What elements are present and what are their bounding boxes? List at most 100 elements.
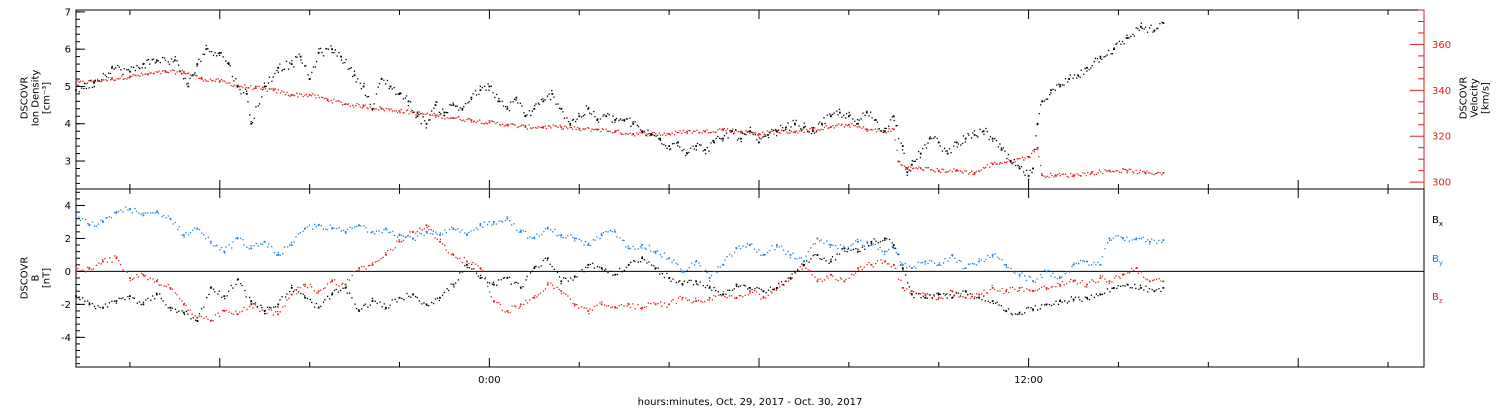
bz-point: [277, 310, 279, 313]
by-point: [370, 232, 372, 234]
velocity-point: [359, 106, 361, 108]
velocity-point: [841, 123, 843, 125]
bz-point: [585, 307, 588, 309]
velocity-point: [470, 121, 473, 123]
by-point: [383, 228, 385, 231]
by-point: [1007, 266, 1009, 269]
ion-density-point: [1080, 69, 1082, 71]
ion-density-point: [874, 119, 877, 121]
by-point: [766, 251, 769, 254]
bx-point: [1059, 299, 1061, 301]
bz-point: [534, 295, 536, 297]
velocity-point: [202, 80, 204, 82]
bz-point: [1091, 279, 1093, 281]
velocity-point: [600, 130, 602, 133]
velocity-point: [448, 117, 450, 120]
ion-density-point: [1031, 171, 1033, 174]
ion-density-point: [710, 142, 712, 144]
by-point: [973, 263, 975, 265]
bx-point: [797, 269, 799, 272]
velocity-point: [187, 72, 190, 74]
velocity-point: [962, 172, 964, 174]
by-point: [921, 261, 924, 264]
bx-point: [268, 306, 271, 309]
by-point: [242, 238, 244, 241]
ion-density-point: [585, 105, 588, 107]
ion-density-point: [792, 119, 794, 122]
ion-density-point: [222, 56, 224, 58]
by-point: [420, 233, 423, 235]
bz-point: [266, 312, 268, 315]
ion-density-point: [290, 63, 293, 65]
bz-point: [376, 260, 378, 263]
ion-density-point: [459, 107, 461, 109]
velocity-point: [812, 128, 814, 131]
by-point: [866, 240, 868, 243]
by-point: [345, 232, 347, 235]
bz-point: [334, 279, 336, 281]
bz-point: [672, 299, 674, 301]
velocity-point: [134, 74, 136, 76]
by-point: [196, 227, 199, 230]
bz-point: [738, 294, 740, 297]
velocity-point: [582, 128, 584, 130]
bx-point: [210, 286, 212, 288]
bx-point: [596, 265, 599, 268]
velocity-point: [426, 112, 428, 114]
ion-density-point: [756, 139, 758, 141]
ion-density-point: [508, 110, 511, 112]
ion-density-point: [357, 78, 359, 80]
by-point: [949, 257, 951, 259]
ion-density-point: [1020, 165, 1023, 168]
by-point: [924, 263, 926, 265]
velocity-point: [399, 112, 401, 114]
bz-point: [791, 277, 794, 279]
by-point: [88, 223, 90, 225]
bx-point: [167, 307, 169, 309]
velocity-point: [658, 132, 660, 134]
bx-point: [426, 304, 428, 306]
velocity-point: [450, 117, 452, 119]
ion-density-point: [747, 130, 749, 133]
bx-point: [1030, 307, 1032, 309]
bz-point: [787, 280, 790, 282]
bz-point: [935, 298, 937, 301]
bz-point: [728, 295, 731, 297]
bx-point: [113, 300, 116, 302]
bx-point: [585, 266, 587, 269]
bz-point: [256, 306, 259, 308]
legend-by: By: [1432, 254, 1443, 267]
ion-density-point: [659, 139, 662, 141]
by-point: [386, 229, 388, 231]
velocity-point: [773, 133, 775, 135]
bx-point: [115, 302, 118, 304]
ion-density-point: [619, 118, 622, 120]
ion-density-point: [1140, 25, 1142, 28]
bx-point: [870, 242, 873, 245]
bottom-left-axis-title-line: [nT]: [42, 268, 53, 288]
by-point: [645, 248, 647, 250]
bx-point: [733, 288, 735, 290]
ion-density-point: [141, 67, 143, 69]
by-point: [552, 231, 554, 233]
velocity-point: [894, 139, 896, 141]
bz-point: [504, 311, 506, 313]
velocity-point: [1066, 175, 1068, 178]
ion-density-point: [535, 103, 537, 105]
bx-point: [614, 273, 617, 276]
ion-density-point: [393, 87, 395, 89]
bx-point: [971, 295, 973, 298]
bx-point: [855, 247, 857, 250]
bz-point: [529, 299, 531, 301]
ion-density-point: [700, 144, 702, 146]
ion-density-point: [928, 137, 931, 140]
by-point: [479, 224, 482, 227]
by-point: [120, 209, 122, 211]
bz-point: [369, 264, 371, 267]
by-point: [872, 243, 875, 245]
bz-point: [252, 307, 254, 309]
velocity-point: [957, 170, 959, 172]
velocity-point: [725, 129, 727, 132]
bz-point: [700, 300, 702, 302]
bx-point: [760, 288, 763, 291]
